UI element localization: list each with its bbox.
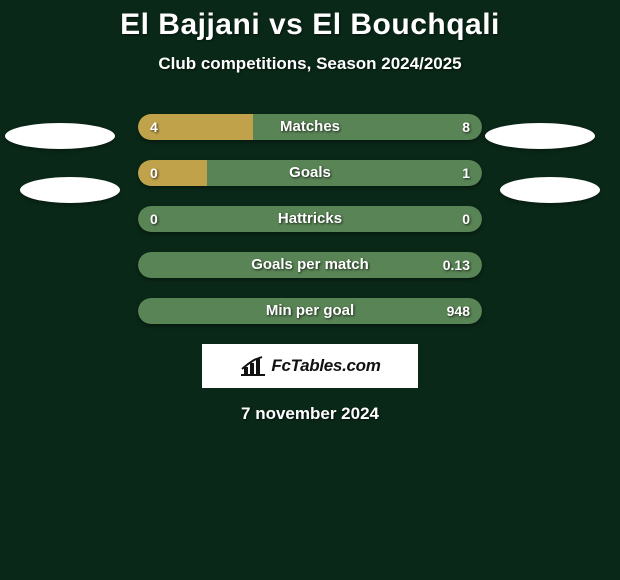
stat-value-right: 8 — [462, 114, 470, 140]
stat-label: Goals per match — [138, 252, 482, 278]
stat-value-right: 948 — [447, 298, 470, 324]
decorative-ellipse — [20, 177, 120, 203]
decorative-ellipse — [5, 123, 115, 149]
stat-value-left: 0 — [150, 206, 158, 232]
comparison-bars: Matches48Goals01Hattricks00Goals per mat… — [138, 114, 482, 324]
stat-value-right: 0 — [462, 206, 470, 232]
stat-label: Hattricks — [138, 206, 482, 232]
stat-value-right: 0.13 — [443, 252, 470, 278]
stat-row: Goals per match0.13 — [138, 252, 482, 278]
stat-row: Hattricks0 0 — [138, 206, 482, 232]
stat-label: Matches — [138, 114, 482, 140]
decorative-ellipse — [500, 177, 600, 203]
stat-label: Goals — [138, 160, 482, 186]
source-badge: FcTables.com — [202, 344, 418, 388]
source-badge-text: FcTables.com — [271, 356, 380, 376]
page-title: El Bajjani vs El Bouchqali — [0, 0, 620, 42]
stat-label: Min per goal — [138, 298, 482, 324]
stat-value-left: 0 — [150, 160, 158, 186]
stat-row: Matches4 8 — [138, 114, 482, 140]
subtitle: Club competitions, Season 2024/2025 — [0, 54, 620, 74]
date-text: 7 november 2024 — [0, 404, 620, 424]
stat-row: Goals0 1 — [138, 160, 482, 186]
bar-chart-icon — [239, 355, 267, 377]
stat-value-right: 1 — [462, 160, 470, 186]
stat-value-left: 4 — [150, 114, 158, 140]
comparison-infographic: El Bajjani vs El Bouchqali Club competit… — [0, 0, 620, 580]
decorative-ellipse — [485, 123, 595, 149]
stat-row: Min per goal948 — [138, 298, 482, 324]
